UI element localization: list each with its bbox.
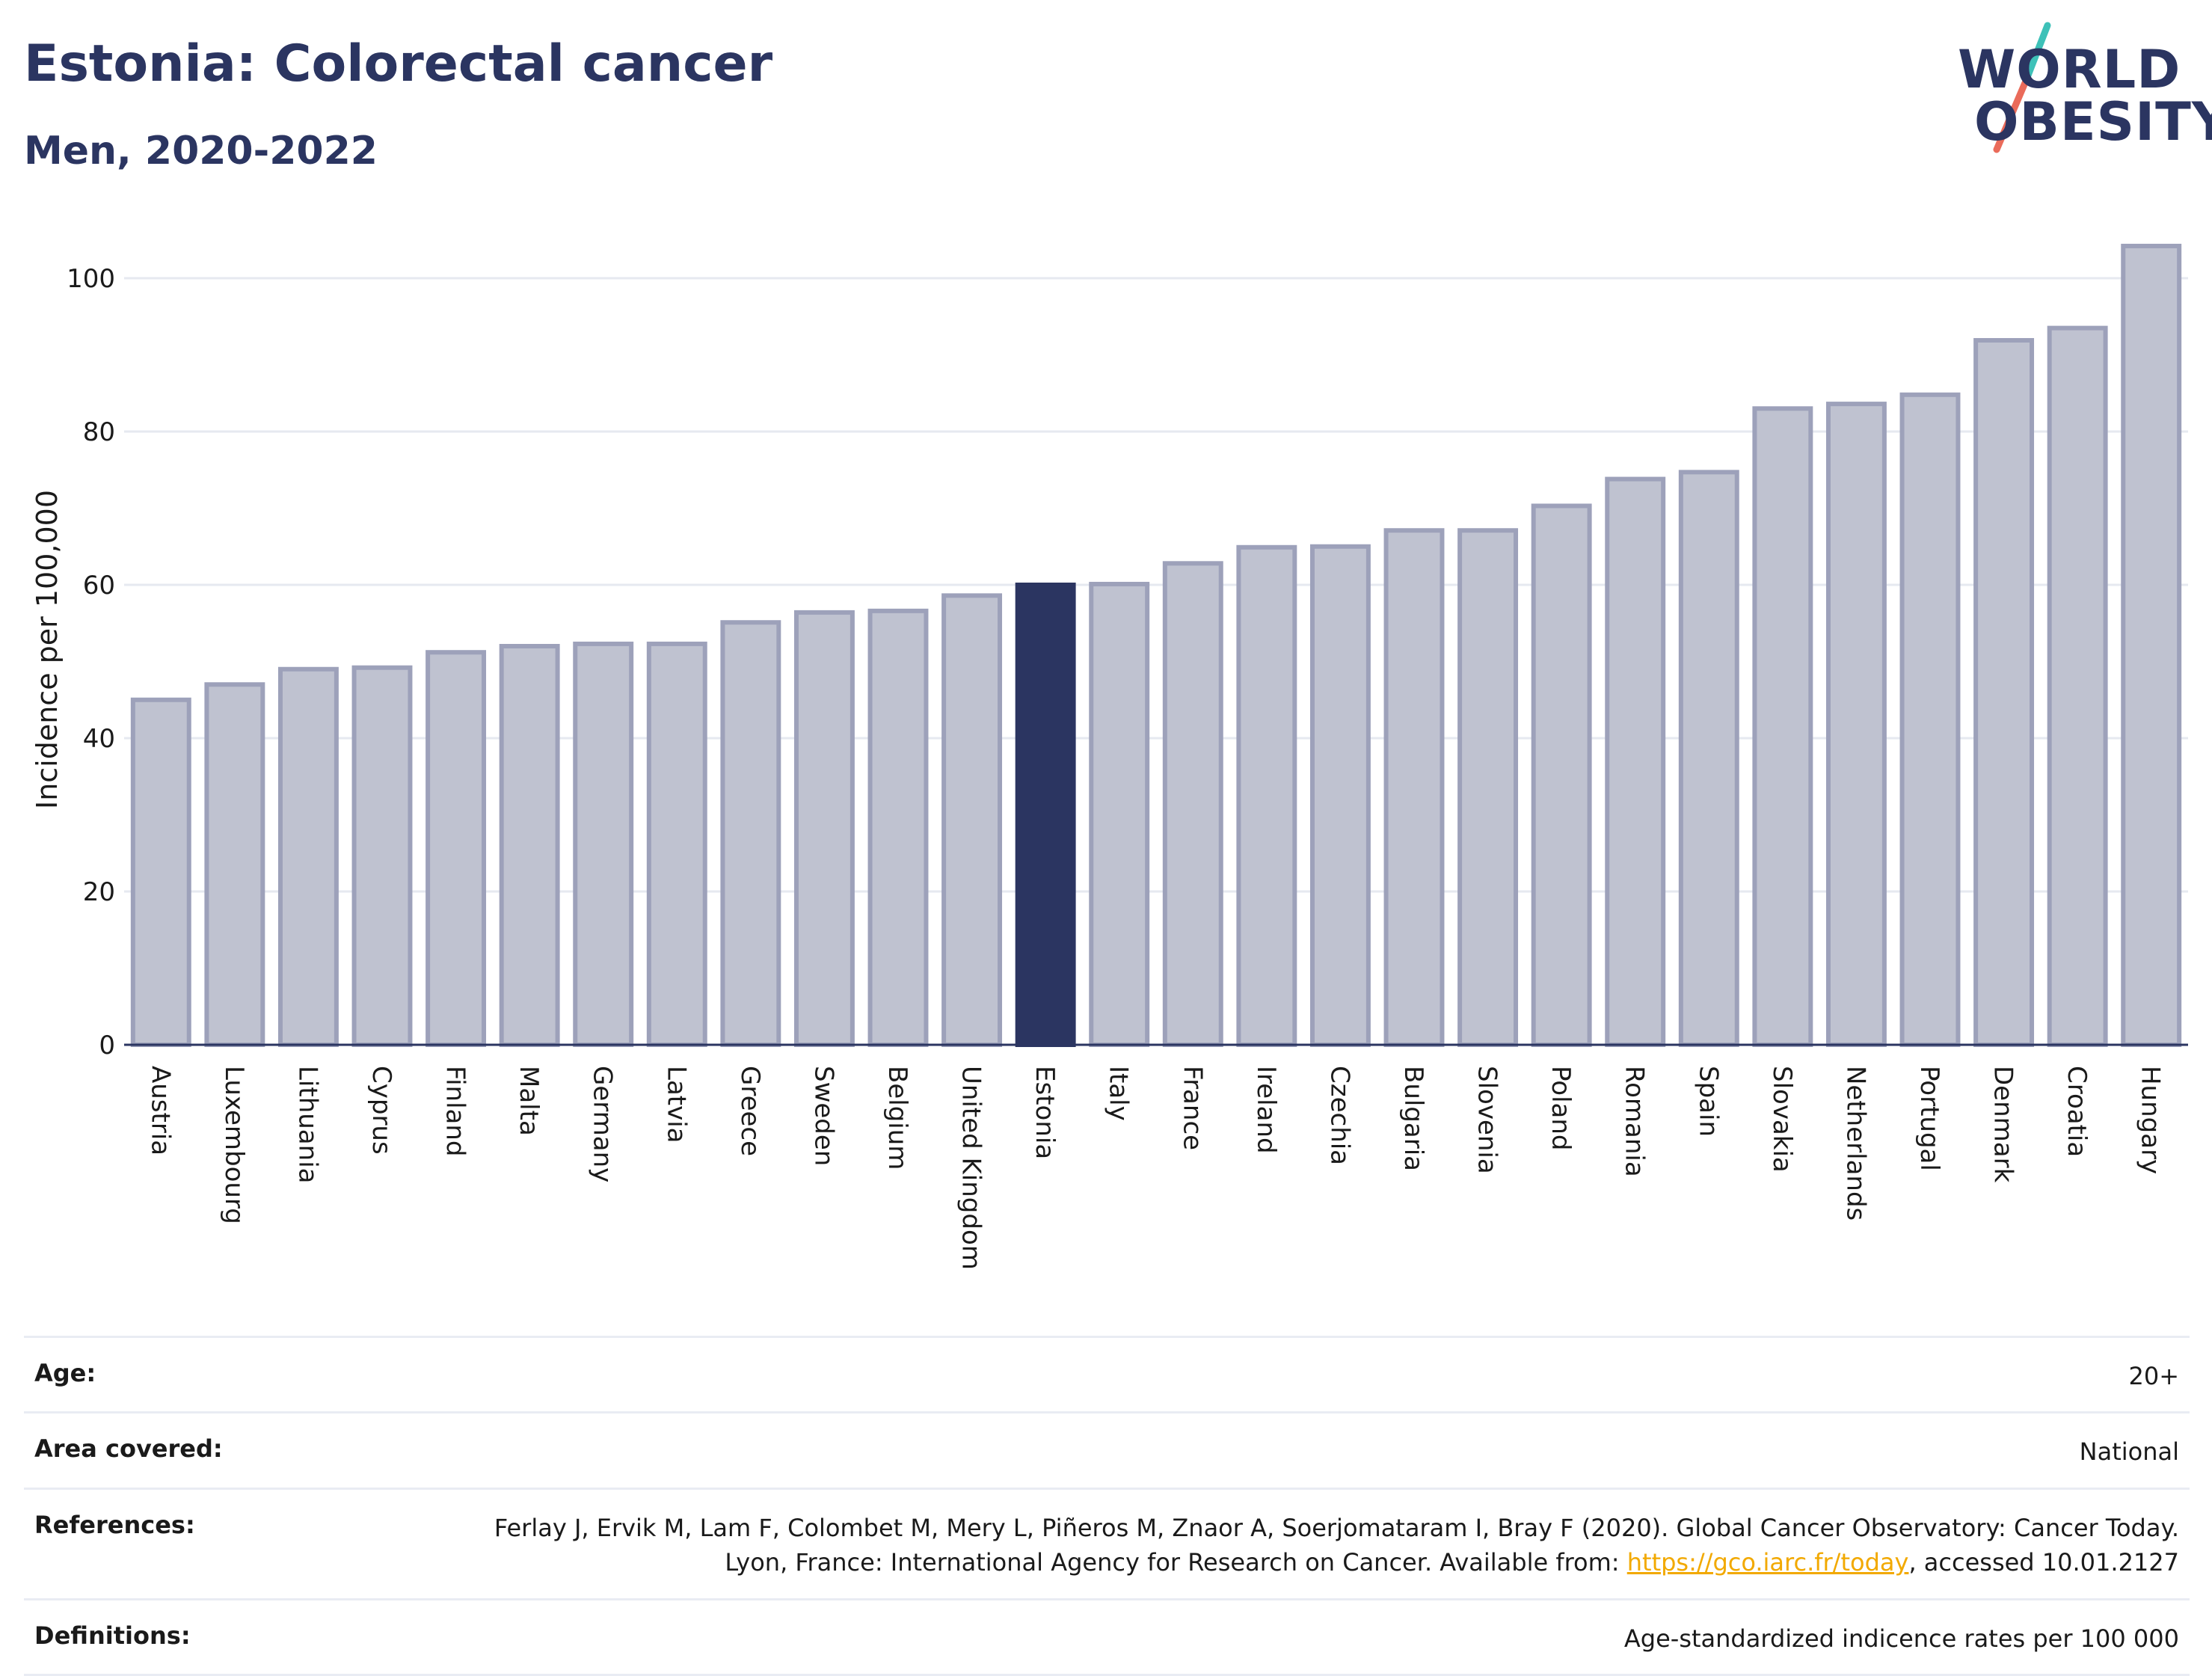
bar-hungary <box>2121 243 2182 1048</box>
references-value: Ferlay J, Ervik M, Lam F, Colombet M, Me… <box>459 1511 2179 1580</box>
x-tick-label: Estonia <box>1030 1066 1060 1159</box>
x-axis-labels: Austria Luxembourg Lithuania Cyprus Finland M… <box>145 1066 2165 1270</box>
x-tick-label: Finland <box>440 1066 470 1157</box>
info-row-area: Area covered: National <box>24 1411 2190 1487</box>
definitions-label: Definitions: <box>34 1621 191 1650</box>
x-tick-label: Romania <box>1620 1066 1650 1177</box>
bar-slovenia <box>1457 528 1519 1048</box>
bar-bulgaria <box>1383 528 1445 1048</box>
bar-denmark <box>1973 338 2035 1047</box>
bar-poland <box>1531 503 1592 1047</box>
bar-sweden <box>793 610 855 1047</box>
bar-latvia <box>646 641 707 1047</box>
bar-united-kingdom <box>941 593 1003 1047</box>
x-tick-label: Ireland <box>1251 1066 1281 1154</box>
bars <box>130 243 2182 1048</box>
y-tick-label: 80 <box>83 417 115 447</box>
x-tick-label: Greece <box>735 1066 765 1156</box>
chart-subtitle: Men, 2020-2022 <box>24 129 378 174</box>
x-tick-label: Croatia <box>2062 1066 2092 1157</box>
bar-czechia <box>1309 544 1371 1047</box>
info-row-definitions: Definitions: Age-standardized indicence … <box>24 1597 2190 1676</box>
bar-france <box>1162 561 1223 1047</box>
x-tick-label: Lithuania <box>292 1066 322 1183</box>
world-obesity-logo: WORLD OBESITY <box>1944 21 2212 163</box>
references-link[interactable]: https://gco.iarc.fr/today <box>1626 1548 1909 1577</box>
x-tick-label: Belgium <box>882 1066 912 1170</box>
x-tick-label: Poland <box>1546 1066 1576 1151</box>
logo-text-obesity: OBESITY <box>1974 91 2212 153</box>
info-table: Age: 20+ Area covered: National Referenc… <box>24 1336 2190 1676</box>
bar-estonia <box>1015 583 1076 1047</box>
area-label: Area covered: <box>34 1434 223 1464</box>
x-tick-label: Germany <box>588 1066 618 1182</box>
bar-netherlands <box>1825 402 1887 1048</box>
bar-greece <box>720 620 781 1047</box>
x-tick-label: France <box>1177 1066 1207 1150</box>
info-row-references: References: Ferlay J, Ervik M, Lam F, Co… <box>24 1487 2190 1598</box>
definitions-value: Age-standardized indicence rates per 100… <box>1623 1624 2179 1653</box>
x-tick-label: Latvia <box>661 1066 691 1144</box>
bar-romania <box>1605 476 1666 1047</box>
x-tick-label: Slovakia <box>1767 1066 1797 1173</box>
bar-slovakia <box>1752 406 1813 1047</box>
x-tick-label: Bulgaria <box>1398 1066 1428 1171</box>
references-suffix: , accessed 10.01.2127 <box>1908 1548 2179 1577</box>
x-tick-label: Portugal <box>1914 1066 1944 1171</box>
age-label: Age: <box>34 1359 96 1387</box>
y-tick-label: 60 <box>83 571 115 601</box>
bar-finland <box>425 650 487 1047</box>
bar-luxembourg <box>204 682 265 1047</box>
bar-croatia <box>2047 325 2108 1047</box>
bar-spain <box>1678 470 1739 1047</box>
y-axis-label: Incidence per 100,000 <box>31 490 64 809</box>
bar-italy <box>1089 581 1150 1048</box>
x-tick-label: Austria <box>145 1066 175 1155</box>
age-value: 20+ <box>2128 1362 2179 1390</box>
x-tick-label: Italy <box>1104 1066 1134 1121</box>
y-tick-label: 20 <box>83 877 115 907</box>
x-tick-label: Sweden <box>808 1066 838 1166</box>
logo-text-world: WORLD <box>1958 39 2181 100</box>
x-tick-label: Czechia <box>1324 1066 1354 1165</box>
bar-ireland <box>1236 544 1297 1047</box>
references-label: References: <box>34 1510 195 1539</box>
chart-title: Estonia: Colorectal cancer <box>24 34 773 93</box>
area-value: National <box>2079 1437 2179 1467</box>
y-tick-label: 0 <box>99 1031 115 1060</box>
x-tick-label: United Kingdom <box>956 1066 986 1270</box>
x-tick-label: Cyprus <box>366 1066 396 1155</box>
x-tick-label: Slovenia <box>1472 1066 1502 1174</box>
x-tick-label: Netherlands <box>1840 1066 1870 1221</box>
y-tick-label: 40 <box>83 724 115 754</box>
bar-malta <box>499 644 560 1047</box>
logo-slash-icon <box>1993 22 2051 153</box>
bar-germany <box>573 641 634 1047</box>
bar-cyprus <box>351 665 413 1047</box>
x-tick-label: Spain <box>1693 1066 1723 1137</box>
y-axis-ticks: 0 20 40 60 80 100 <box>67 264 115 1060</box>
bar-portugal <box>1899 392 1961 1048</box>
x-tick-label: Denmark <box>1988 1066 2018 1183</box>
y-tick-label: 100 <box>67 264 115 294</box>
x-tick-label: Hungary <box>2136 1066 2166 1174</box>
bar-austria <box>130 697 191 1047</box>
info-row-age: Age: 20+ <box>24 1336 2190 1411</box>
x-tick-label: Malta <box>514 1066 544 1136</box>
references-text: Ferlay J, Ervik M, Lam F, Colombet M, Me… <box>494 1513 2179 1577</box>
x-tick-label: Luxembourg <box>219 1066 249 1224</box>
bar-chart: 0 20 40 60 80 100 Austria Luxembourg Lithuania C… <box>31 243 2188 1270</box>
bar-belgium <box>867 608 929 1047</box>
bar-lithuania <box>277 666 339 1047</box>
